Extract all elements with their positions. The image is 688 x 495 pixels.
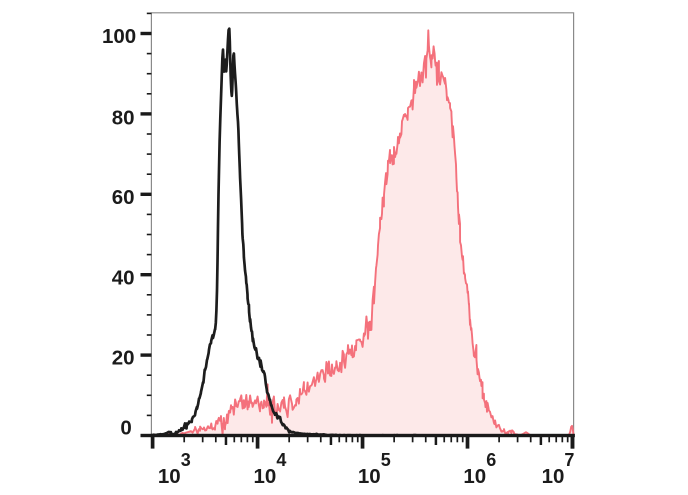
svg-text:0: 0 — [120, 416, 131, 439]
svg-text:100: 100 — [102, 25, 136, 48]
svg-text:40: 40 — [112, 266, 135, 289]
svg-text:20: 20 — [112, 347, 135, 370]
svg-text:60: 60 — [112, 186, 135, 209]
svg-text:80: 80 — [112, 106, 135, 129]
